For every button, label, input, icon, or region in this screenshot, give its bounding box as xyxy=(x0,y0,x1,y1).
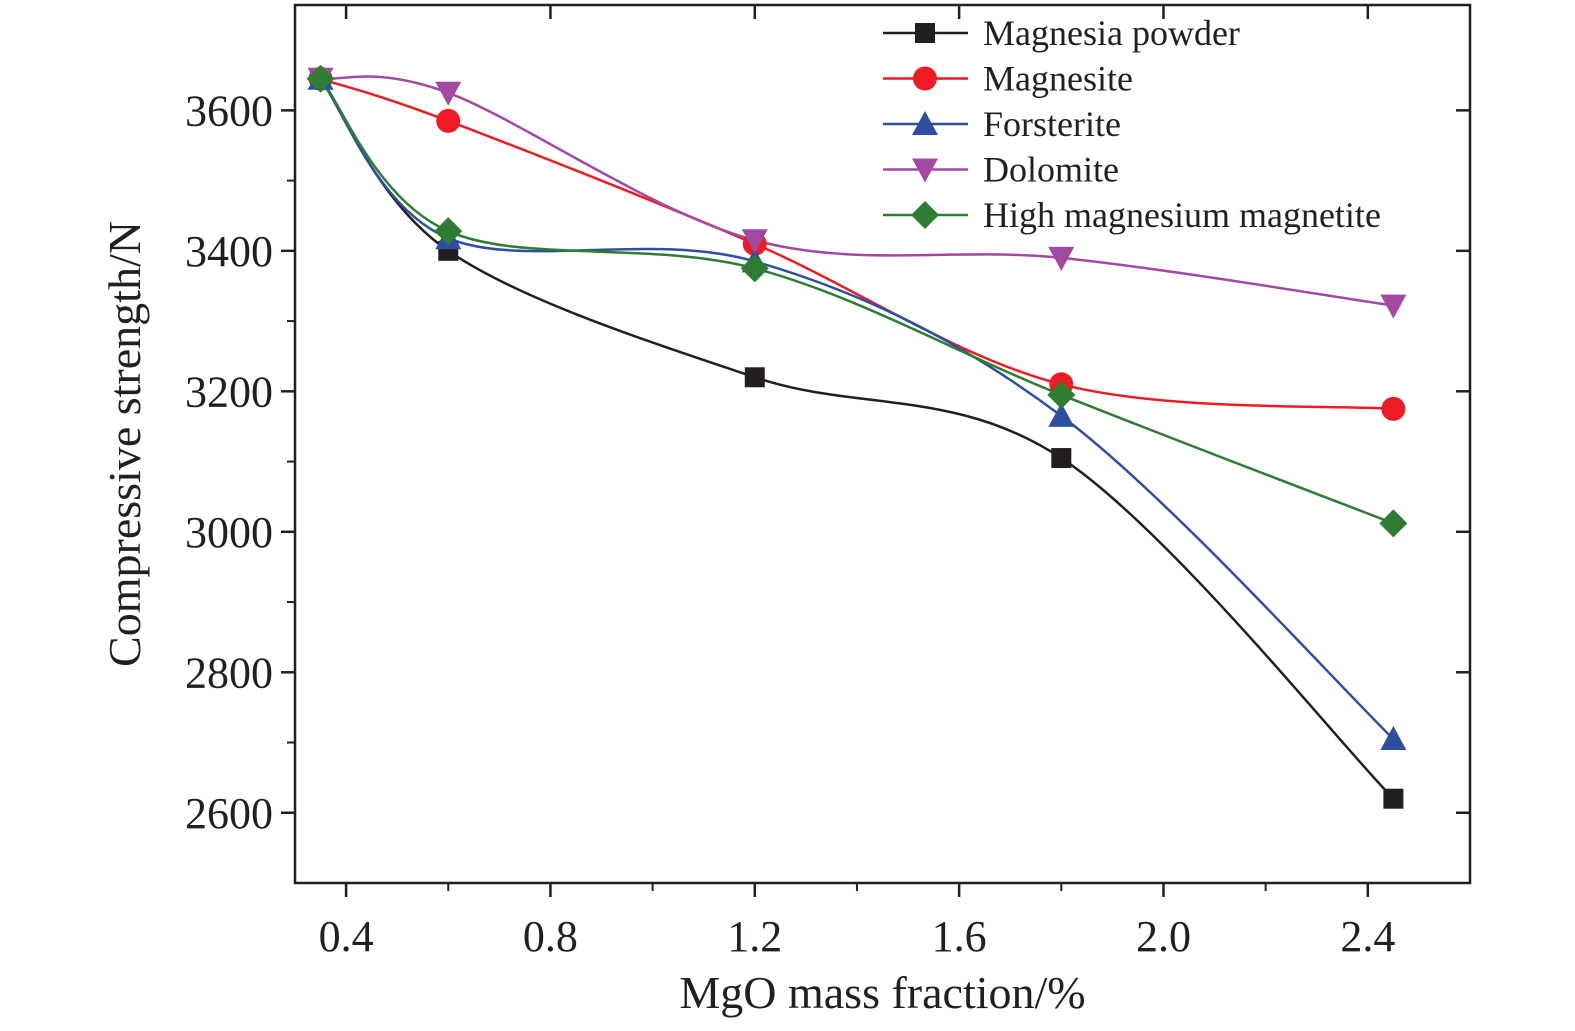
point-dolomite xyxy=(1380,294,1407,319)
legend-label-magnesia-powder: Magnesia powder xyxy=(983,13,1240,53)
legend: Magnesia powder Magnesite Forsterite Dolomi… xyxy=(883,13,1381,235)
x-tick-label: 2.4 xyxy=(1340,912,1395,961)
y-tick-label: 3600 xyxy=(185,86,273,135)
point-high-magnesium-magnetite xyxy=(1379,509,1408,538)
point-magnesia-powder xyxy=(1383,788,1404,809)
point-magnesia-powder xyxy=(1051,448,1072,469)
y-tick-label: 3200 xyxy=(185,367,273,416)
y-tick-label: 2800 xyxy=(185,648,273,697)
point-magnesite xyxy=(436,108,461,133)
axes: 0.4 0.8 1.2 1.6 2.0 2.4 2600 2800 3000 3200 3400 36… xyxy=(185,3,1472,961)
x-axis-title: MgO mass fraction/% xyxy=(679,967,1085,1018)
series-curves xyxy=(319,75,1395,800)
x-tick-label: 1.2 xyxy=(727,912,782,961)
y-tick-label: 3400 xyxy=(185,227,273,276)
y-tick-label: 3000 xyxy=(185,508,273,557)
point-magnesite xyxy=(1381,396,1406,421)
y-tick-label: 2600 xyxy=(185,789,273,838)
point-forsterite xyxy=(1380,726,1407,751)
point-high-magnesium-magnetite xyxy=(1047,380,1076,409)
curve-forsterite xyxy=(319,77,1395,740)
point-dolomite xyxy=(1048,246,1075,271)
legend-marker-dolomite xyxy=(912,158,938,183)
curve-high-magnesium-magnetite xyxy=(319,77,1394,525)
curve-magnesite xyxy=(320,77,1394,411)
x-tick-label: 0.8 xyxy=(523,912,578,961)
x-tick-label: 2.0 xyxy=(1136,912,1191,961)
legend-label-magnesite: Magnesite xyxy=(983,59,1133,99)
x-tick-label: 0.4 xyxy=(319,912,374,961)
point-magnesia-powder xyxy=(744,367,765,388)
legend-marker-high-magnesium-magnetite xyxy=(911,201,939,229)
point-dolomite xyxy=(435,81,462,106)
x-tick-label: 1.6 xyxy=(932,912,987,961)
legend-label-dolomite: Dolomite xyxy=(983,150,1119,190)
legend-marker-magnesite xyxy=(913,66,937,91)
series-markers xyxy=(306,64,1408,809)
legend-marker-forsterite xyxy=(912,111,938,135)
y-axis-title: Compressive strength/N xyxy=(99,221,150,667)
plot-frame xyxy=(293,3,1472,885)
point-forsterite xyxy=(1048,402,1075,427)
point-high-magnesium-magnetite xyxy=(306,64,335,93)
legend-marker-magnesia-powder xyxy=(915,23,935,43)
legend-label-high-magnesium-magnetite: High magnesium magnetite xyxy=(983,195,1381,235)
point-high-magnesium-magnetite xyxy=(740,254,769,283)
point-high-magnesium-magnetite xyxy=(434,217,463,246)
legend-label-forsterite: Forsterite xyxy=(983,104,1121,144)
curve-magnesia-powder xyxy=(319,78,1395,800)
point-dolomite xyxy=(741,229,768,254)
